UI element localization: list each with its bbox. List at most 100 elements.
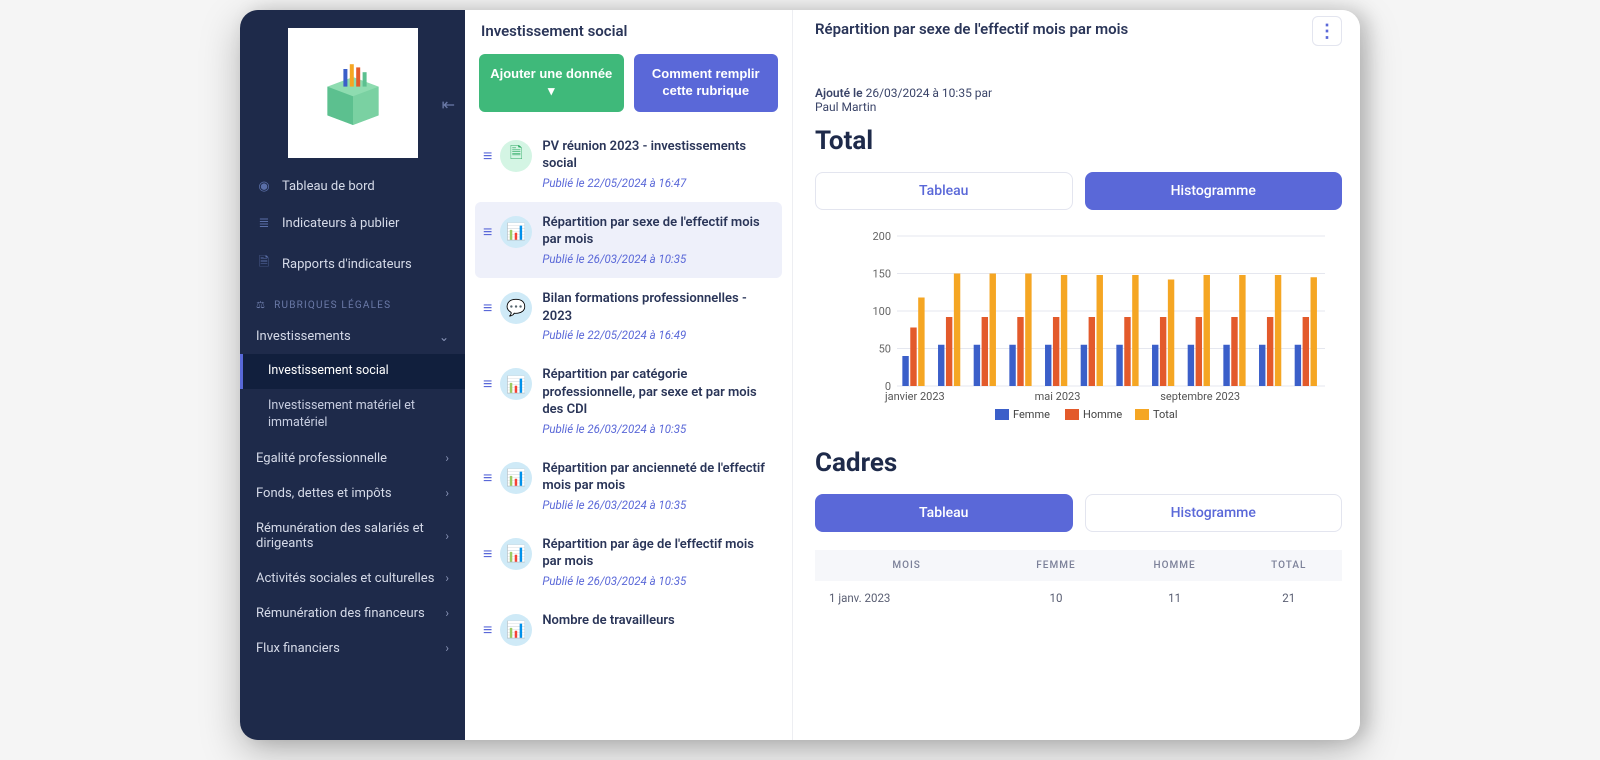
document-list-item[interactable]: ≡ 💬 Bilan formations professionnelles - … — [475, 278, 782, 354]
chevron-right-icon: › — [445, 529, 449, 543]
nav-icon: 🗎 — [256, 253, 272, 275]
table-row: 1 janv. 2023101121 — [815, 581, 1342, 615]
sidebar-group-label: Flux financiers — [248, 641, 340, 656]
tab-tableau-total[interactable]: Tableau — [815, 172, 1073, 210]
add-data-button[interactable]: Ajouter une donnée ▾ — [479, 54, 624, 112]
sidebar-group[interactable]: Rémunération des financeurs › — [240, 596, 465, 631]
sidebar-group-investissements[interactable]: Investissements ⌄ — [240, 319, 465, 354]
tab-histogramme-cadres[interactable]: Histogramme — [1085, 494, 1343, 532]
chevron-right-icon: › — [445, 641, 449, 655]
sidebar-group-label: Investissements — [248, 329, 351, 344]
document-title: Nombre de travailleurs — [542, 612, 774, 630]
app-frame: ⇤ ◉Tableau de bord ≣ Indicateurs à publier… — [240, 10, 1360, 740]
sidebar-subitem-investissement-materiel[interactable]: Investissement matériel et immatériel — [240, 389, 465, 441]
svg-text:mai 2023: mai 2023 — [1035, 390, 1081, 403]
document-list-item[interactable]: ≡ 📊 Nombre de travailleurs — [475, 600, 782, 658]
svg-text:janvier 2023: janvier 2023 — [884, 390, 945, 403]
svg-text:100: 100 — [872, 305, 891, 318]
document-type-icon: 💬 — [500, 292, 532, 324]
sidebar: ⇤ ◉Tableau de bord ≣ Indicateurs à publier… — [240, 10, 465, 740]
sidebar-group[interactable]: Flux financiers › — [240, 631, 465, 666]
total-chart: 050100150200janvier 2023mai 2023septembr… — [855, 228, 1342, 428]
sidebar-group[interactable]: Fonds, dettes et impôts › — [240, 476, 465, 511]
panel-title: Investissement social — [475, 18, 782, 54]
section-cadres-heading: Cadres — [815, 448, 1342, 478]
document-type-icon: 📊 — [500, 216, 532, 248]
document-title: Bilan formations professionnelles - 2023 — [542, 290, 774, 325]
document-title: PV réunion 2023 - investissements social — [542, 138, 774, 173]
sidebar-group-label: Activités sociales et culturelles — [248, 571, 434, 586]
section-total-heading: Total — [815, 126, 1342, 156]
document-title: Répartition par sexe de l'effectif mois … — [542, 214, 774, 249]
tab-tableau-cadres[interactable]: Tableau — [815, 494, 1073, 532]
sidebar-nav-item[interactable]: 🗎 Rapports d'indicateurs — [240, 242, 465, 286]
document-meta: Publié le 22/05/2024 à 16:49 — [542, 328, 774, 342]
detail-title: Répartition par sexe de l'effectif mois … — [815, 16, 1128, 38]
document-list-item[interactable]: ≡ 📊 Répartition par catégorie profession… — [475, 354, 782, 448]
legal-icon: ⚖ — [256, 300, 266, 311]
sidebar-section-header: ⚖ RUBRIQUES LÉGALES — [240, 286, 465, 319]
table-column-header: FEMME — [998, 550, 1113, 581]
drag-handle-icon[interactable]: ≡ — [483, 374, 490, 394]
document-meta: Publié le 26/03/2024 à 10:35 — [542, 422, 774, 436]
sidebar-group[interactable]: Activités sociales et culturelles › — [240, 561, 465, 596]
document-title: Répartition par catégorie professionnell… — [542, 366, 774, 419]
sidebar-subitem-investissement-social[interactable]: Investissement social — [240, 354, 465, 389]
drag-handle-icon[interactable]: ≡ — [483, 620, 490, 640]
svg-text:150: 150 — [872, 268, 891, 281]
svg-text:Femme: Femme — [1013, 408, 1050, 421]
logo — [288, 28, 418, 158]
detail-panel: Répartition par sexe de l'effectif mois … — [793, 10, 1360, 740]
nav-label: Indicateurs à publier — [282, 216, 399, 231]
document-list-panel: Investissement social Ajouter une donnée… — [465, 10, 793, 740]
document-type-icon: 📊 — [500, 368, 532, 400]
sidebar-group-label: Fonds, dettes et impôts — [248, 486, 392, 501]
detail-meta: Ajouté le 26/03/2024 à 10:35 par Paul Ma… — [815, 86, 1342, 114]
document-meta: Publié le 22/05/2024 à 16:47 — [542, 176, 774, 190]
chevron-right-icon: › — [445, 486, 449, 500]
chevron-right-icon: › — [445, 451, 449, 465]
document-type-icon: 📊 — [500, 614, 532, 646]
table-column-header: TOTAL — [1236, 550, 1342, 581]
collapse-sidebar-icon[interactable]: ⇤ — [442, 95, 455, 114]
table-column-header: MOIS — [815, 550, 998, 581]
drag-handle-icon[interactable]: ≡ — [483, 298, 490, 318]
sidebar-section-label: RUBRIQUES LÉGALES — [274, 300, 391, 311]
sidebar-nav-item[interactable]: ◉Tableau de bord — [240, 168, 465, 205]
svg-text:50: 50 — [879, 343, 891, 356]
sidebar-group[interactable]: Rémunération des salariés et dirigeants› — [240, 511, 465, 561]
sidebar-group-label: Rémunération des financeurs — [248, 606, 425, 621]
drag-handle-icon[interactable]: ≡ — [483, 468, 490, 488]
drag-handle-icon[interactable]: ≡ — [483, 544, 490, 564]
nav-label: Rapports d'indicateurs — [282, 257, 412, 272]
chevron-down-icon: ⌄ — [439, 330, 449, 344]
document-list-item[interactable]: ≡ 📊 Répartition par âge de l'effectif mo… — [475, 524, 782, 600]
document-list-item[interactable]: ≡ 📊 Répartition par ancienneté de l'effe… — [475, 448, 782, 524]
table-column-header: HOMME — [1114, 550, 1236, 581]
help-button[interactable]: Comment remplir cette rubrique — [634, 54, 779, 112]
chevron-right-icon: › — [445, 571, 449, 585]
sidebar-group-label: Rémunération des salariés et dirigeants — [248, 521, 445, 551]
drag-handle-icon[interactable]: ≡ — [483, 222, 490, 242]
nav-icon: ≣ — [256, 216, 272, 231]
drag-handle-icon[interactable]: ≡ — [483, 146, 490, 166]
nav-label: Tableau de bord — [282, 179, 375, 194]
document-meta: Publié le 26/03/2024 à 10:35 — [542, 252, 774, 266]
tab-histogramme-total[interactable]: Histogramme — [1085, 172, 1343, 210]
sidebar-nav-item[interactable]: ≣ Indicateurs à publier — [240, 205, 465, 242]
more-menu-button[interactable]: ⋮ — [1312, 16, 1342, 46]
document-list-item[interactable]: ≡ 📊 Répartition par sexe de l'effectif m… — [475, 202, 782, 278]
svg-text:200: 200 — [872, 230, 891, 243]
svg-text:septembre 2023: septembre 2023 — [1160, 390, 1240, 403]
document-list-item[interactable]: ≡ 🗎 PV réunion 2023 - investissements so… — [475, 126, 782, 202]
sidebar-group[interactable]: Egalité professionnelle › — [240, 441, 465, 476]
chevron-right-icon: › — [445, 606, 449, 620]
document-title: Répartition par ancienneté de l'effectif… — [542, 460, 774, 495]
cadres-table: MOISFEMMEHOMMETOTAL 1 janv. 2023101121 — [815, 550, 1342, 615]
total-view-toggle: Tableau Histogramme — [815, 172, 1342, 210]
document-type-icon: 📊 — [500, 462, 532, 494]
document-meta: Publié le 26/03/2024 à 10:35 — [542, 574, 774, 588]
sidebar-group-label: Egalité professionnelle — [248, 451, 387, 466]
document-type-icon: 🗎 — [500, 140, 532, 172]
svg-text:Total: Total — [1153, 408, 1178, 421]
